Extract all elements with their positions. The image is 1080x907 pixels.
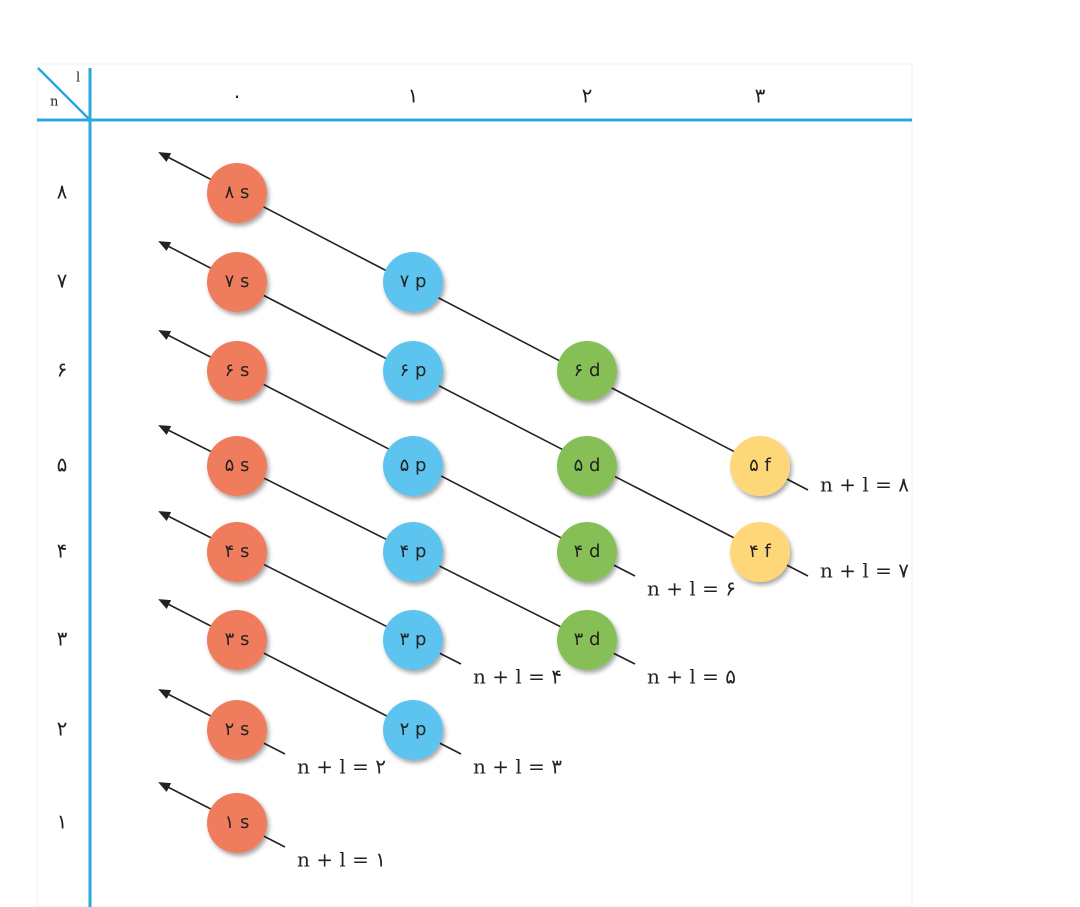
orbital: ۸ s — [207, 163, 267, 223]
corner-l: l — [76, 71, 80, 86]
orbital-circle — [207, 793, 267, 853]
orbital-label: ۷ p — [400, 271, 427, 292]
orbital-circle — [207, 341, 267, 401]
corner-line — [37, 67, 91, 121]
orbital: ۶ p — [383, 341, 443, 401]
row-label: ۶ — [57, 358, 68, 382]
row-label: ۵ — [57, 453, 68, 477]
column-label: ۲ — [582, 84, 593, 108]
orbitals: ۸ s ۷ s ۷ p ۶ s ۶ p ۶ d ۵ s ۵ p ۵ d ۵ f ۴ s ۴ p ۴ d ۴… — [207, 163, 790, 853]
orbital: ۴ d — [557, 522, 617, 582]
orbital-label: ۵ f — [749, 455, 771, 476]
orbital-circle — [207, 252, 267, 312]
column-label: ۰ — [232, 84, 243, 108]
orbital-circle — [557, 522, 617, 582]
orbital: ۵ d — [557, 436, 617, 496]
orbital: ۲ s — [207, 700, 267, 760]
orbital-label: ۵ s — [225, 455, 250, 476]
row-label: ۳ — [57, 627, 68, 651]
orbital: ۳ p — [383, 610, 443, 670]
row-label: ۴ — [57, 539, 68, 563]
diagonal-line — [158, 241, 809, 577]
orbital-circle — [557, 341, 617, 401]
orbital-label: ۱ s — [225, 812, 250, 833]
orbital-circle — [730, 522, 790, 582]
orbital-label: ۴ d — [574, 541, 601, 562]
orbital-label: ۴ s — [225, 541, 250, 562]
orbital-label: ۵ p — [400, 455, 427, 476]
corner-n: n — [50, 95, 59, 110]
diagonal-label: n + l = ۸ — [820, 473, 909, 497]
row-label: ۲ — [57, 717, 68, 741]
orbital: ۳ s — [207, 610, 267, 670]
orbital-circle — [207, 436, 267, 496]
orbital: ۵ p — [383, 436, 443, 496]
orbital: ۵ s — [207, 436, 267, 496]
diagonal-label: n + l = ۵ — [647, 665, 736, 689]
row-label: ۷ — [57, 269, 68, 293]
orbital-circle — [207, 610, 267, 670]
orbital-label: ۶ d — [574, 360, 601, 381]
orbital: ۵ f — [730, 436, 790, 496]
orbital: ۴ p — [383, 522, 443, 582]
row-label: ۱ — [57, 810, 68, 834]
orbital: ۴ s — [207, 522, 267, 582]
diagonal-label: n + l = ۶ — [647, 577, 736, 601]
diagonal-label: n + l = ۴ — [473, 665, 562, 689]
diagonal-label: n + l = ۲ — [297, 755, 386, 779]
orbital-circle — [207, 522, 267, 582]
orbital-label: ۶ p — [400, 360, 427, 381]
orbital-circle — [207, 700, 267, 760]
orbital-circle — [207, 163, 267, 223]
orbital-circle — [557, 610, 617, 670]
orbital: ۶ d — [557, 341, 617, 401]
orbital-label: ۲ s — [225, 719, 250, 740]
orbital-label: ۲ p — [400, 719, 427, 740]
orbital-label: ۳ s — [225, 629, 250, 650]
orbital-label: ۷ s — [225, 271, 250, 292]
orbital-circle — [383, 436, 443, 496]
orbital: ۷ p — [383, 252, 443, 312]
diagonal-line — [158, 152, 809, 491]
orbital: ۱ s — [207, 793, 267, 853]
diagonal-label: n + l = ۷ — [820, 559, 909, 583]
orbital-label: ۸ s — [225, 182, 250, 203]
orbital: ۴ f — [730, 522, 790, 582]
orbital: ۲ p — [383, 700, 443, 760]
orbital-circle — [383, 610, 443, 670]
row-label: ۸ — [57, 180, 68, 204]
orbital-label: ۴ p — [400, 541, 427, 562]
column-label: ۳ — [755, 84, 766, 108]
orbital-circle — [383, 252, 443, 312]
orbital: ۶ s — [207, 341, 267, 401]
orbital-label: ۵ d — [574, 455, 601, 476]
orbital-circle — [383, 341, 443, 401]
orbital-circle — [383, 700, 443, 760]
orbital-circle — [557, 436, 617, 496]
orbital-label: ۶ s — [225, 360, 250, 381]
orbital: ۳ d — [557, 610, 617, 670]
diagonal-label: n + l = ۳ — [473, 755, 562, 779]
orbital: ۷ s — [207, 252, 267, 312]
orbital-circle — [730, 436, 790, 496]
diagonal-label: n + l = ۱ — [297, 848, 386, 872]
orbital-label: ۴ f — [749, 541, 771, 562]
column-label: ۱ — [408, 84, 419, 108]
orbital-label: ۳ d — [574, 629, 601, 650]
orbital-circle — [383, 522, 443, 582]
orbital-label: ۳ p — [400, 629, 427, 650]
